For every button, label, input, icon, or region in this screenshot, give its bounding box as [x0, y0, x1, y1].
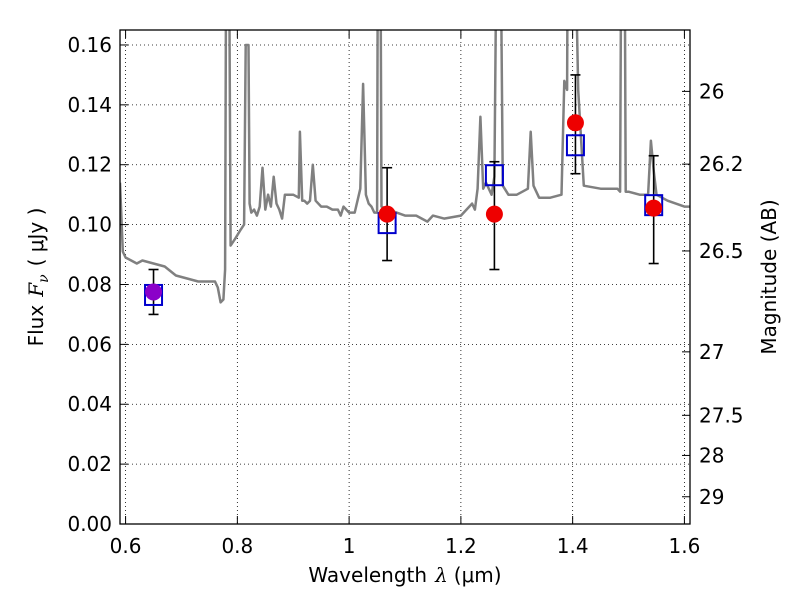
y-tick-label: 0.02: [67, 452, 112, 476]
x-tick-label: 0.6: [110, 534, 142, 558]
observed-flux-point: [378, 205, 396, 223]
y-tick-label: 0.08: [67, 272, 112, 296]
y2-tick-label: 27.5: [699, 403, 744, 427]
axes: 0.6 0.8 1 1.2 1.4 1.6 0.00 0.02 0.04 0.06 0.08 0.10…: [67, 30, 744, 558]
observed-flux-point: [645, 199, 663, 217]
observed-flux-point: [145, 283, 163, 301]
x-tick-label: 0.8: [221, 534, 253, 558]
y2-tick-label: 26.5: [699, 239, 744, 263]
y-tick-label: 0.14: [67, 93, 112, 117]
y2-axis-label: Magnitude (AB): [757, 199, 781, 354]
observed-flux-point: [485, 205, 503, 223]
model-spectrum-line: [120, 30, 690, 304]
x-tick-label: 1.4: [557, 534, 589, 558]
y2-tick-label: 27: [699, 340, 724, 364]
observed-flux-point: [566, 114, 584, 132]
y-tick-label: 0.04: [67, 392, 112, 416]
model-photometry-square: [565, 134, 585, 157]
x-tick-label: 1: [343, 534, 356, 558]
y-axis-label: FluxFν( μJy ): [24, 208, 52, 347]
y2-tick-label: 26: [699, 79, 724, 103]
x-tick-label: 1.6: [669, 534, 701, 558]
y2-tick-label: 26.2: [699, 152, 744, 176]
y-tick-label: 0.12: [67, 153, 112, 177]
plot-area: [120, 30, 690, 316]
x-tick-label: 1.2: [445, 534, 477, 558]
y-tick-label: 0.00: [67, 512, 112, 536]
x-axis-label: Wavelength λ (μm): [308, 563, 501, 587]
y2-tick-label: 29: [699, 485, 724, 509]
y-tick-label: 0.10: [67, 213, 112, 237]
y2-tick-label: 28: [699, 443, 724, 467]
y-tick-label: 0.16: [67, 33, 112, 57]
y-tick-label: 0.06: [67, 332, 112, 356]
plot-frame: [119, 29, 691, 525]
model-photometry-square: [484, 164, 504, 187]
